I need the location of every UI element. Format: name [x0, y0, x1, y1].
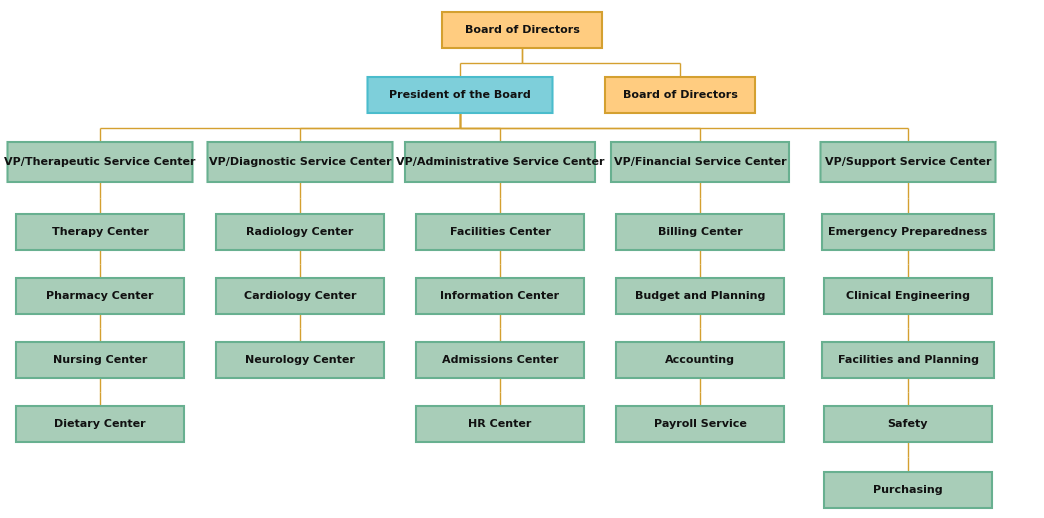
Text: Board of Directors: Board of Directors: [465, 25, 579, 35]
FancyBboxPatch shape: [822, 214, 994, 250]
Text: Therapy Center: Therapy Center: [51, 227, 148, 237]
Text: Admissions Center: Admissions Center: [442, 355, 559, 365]
FancyBboxPatch shape: [611, 142, 789, 182]
FancyBboxPatch shape: [416, 406, 584, 442]
Text: Nursing Center: Nursing Center: [53, 355, 147, 365]
Text: Facilities and Planning: Facilities and Planning: [837, 355, 978, 365]
FancyBboxPatch shape: [216, 278, 384, 314]
Text: Board of Directors: Board of Directors: [622, 90, 737, 100]
Text: Accounting: Accounting: [665, 355, 735, 365]
Text: Budget and Planning: Budget and Planning: [635, 291, 765, 301]
FancyBboxPatch shape: [824, 406, 992, 442]
Text: Clinical Engineering: Clinical Engineering: [846, 291, 970, 301]
FancyBboxPatch shape: [7, 142, 192, 182]
Text: Facilities Center: Facilities Center: [450, 227, 550, 237]
FancyBboxPatch shape: [824, 278, 992, 314]
FancyBboxPatch shape: [16, 342, 184, 378]
Text: Pharmacy Center: Pharmacy Center: [46, 291, 153, 301]
FancyBboxPatch shape: [216, 342, 384, 378]
FancyBboxPatch shape: [616, 214, 784, 250]
Text: VP/Support Service Center: VP/Support Service Center: [825, 157, 991, 167]
FancyBboxPatch shape: [822, 342, 994, 378]
FancyBboxPatch shape: [824, 472, 992, 508]
Text: Payroll Service: Payroll Service: [654, 419, 746, 429]
Text: Emergency Preparedness: Emergency Preparedness: [829, 227, 988, 237]
FancyBboxPatch shape: [606, 77, 755, 113]
FancyBboxPatch shape: [821, 142, 996, 182]
Text: Cardiology Center: Cardiology Center: [243, 291, 356, 301]
Text: Billing Center: Billing Center: [658, 227, 742, 237]
FancyBboxPatch shape: [208, 142, 393, 182]
Text: Safety: Safety: [887, 419, 928, 429]
Text: Radiology Center: Radiology Center: [246, 227, 354, 237]
FancyBboxPatch shape: [416, 214, 584, 250]
Text: President of the Board: President of the Board: [389, 90, 531, 100]
Text: VP/Therapeutic Service Center: VP/Therapeutic Service Center: [4, 157, 196, 167]
FancyBboxPatch shape: [616, 406, 784, 442]
Text: HR Center: HR Center: [469, 419, 531, 429]
FancyBboxPatch shape: [16, 278, 184, 314]
Text: Neurology Center: Neurology Center: [245, 355, 355, 365]
FancyBboxPatch shape: [16, 214, 184, 250]
FancyBboxPatch shape: [616, 342, 784, 378]
FancyBboxPatch shape: [442, 12, 602, 48]
Text: Dietary Center: Dietary Center: [54, 419, 146, 429]
Text: VP/Administrative Service Center: VP/Administrative Service Center: [396, 157, 604, 167]
FancyBboxPatch shape: [416, 342, 584, 378]
Text: VP/Diagnostic Service Center: VP/Diagnostic Service Center: [209, 157, 392, 167]
FancyBboxPatch shape: [405, 142, 595, 182]
Text: Purchasing: Purchasing: [873, 485, 943, 495]
FancyBboxPatch shape: [367, 77, 552, 113]
FancyBboxPatch shape: [16, 406, 184, 442]
FancyBboxPatch shape: [616, 278, 784, 314]
FancyBboxPatch shape: [416, 278, 584, 314]
Text: VP/Financial Service Center: VP/Financial Service Center: [614, 157, 786, 167]
Text: Information Center: Information Center: [441, 291, 560, 301]
FancyBboxPatch shape: [216, 214, 384, 250]
